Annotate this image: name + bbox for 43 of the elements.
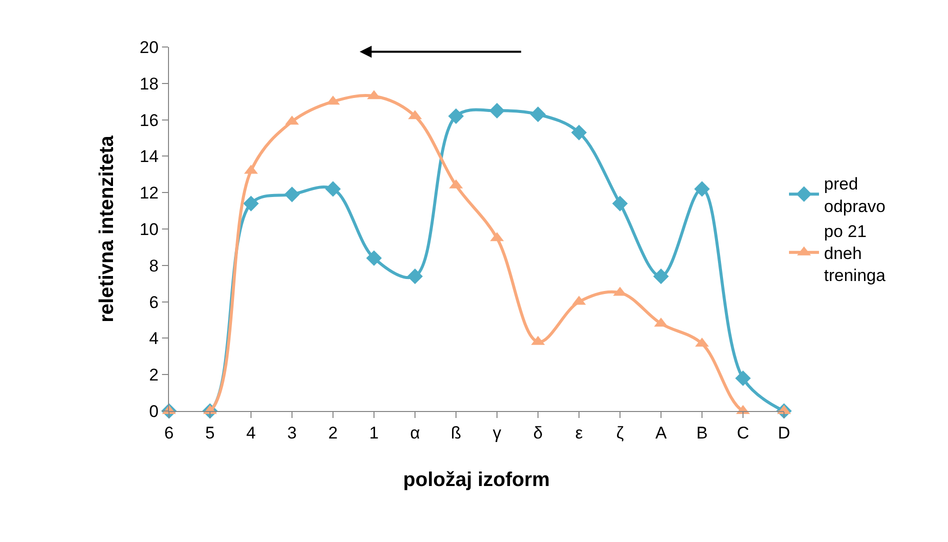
- point: [448, 108, 464, 124]
- y-tick-label: 2: [149, 366, 159, 385]
- x-tick-label: 6: [164, 423, 174, 442]
- point: [243, 196, 259, 212]
- point: [407, 268, 423, 284]
- point: [571, 124, 587, 140]
- point: [284, 186, 300, 202]
- y-tick-label: 18: [140, 74, 159, 94]
- legend-label: po 21 dneh treninga: [824, 222, 886, 286]
- x-tick-label: 1: [369, 423, 379, 442]
- x-tick-label: B: [696, 423, 708, 442]
- x-tick-label: γ: [492, 423, 502, 442]
- y-tick-label: 8: [149, 256, 159, 276]
- y-tick-label: 16: [140, 110, 159, 130]
- y-tick-label: 12: [140, 184, 159, 203]
- point: [735, 370, 751, 386]
- y-tick-label: 14: [140, 147, 159, 166]
- x-tick-label: δ: [533, 423, 543, 442]
- x-tick-label: 3: [287, 423, 297, 442]
- y-tick-label: 6: [149, 292, 159, 312]
- x-axis-title: položaj izoform: [403, 468, 550, 491]
- x-tick-label: ζ: [616, 423, 624, 442]
- y-tick-label: 10: [140, 220, 159, 239]
- point: [366, 250, 382, 266]
- x-tick-label: ß: [450, 423, 462, 442]
- y-axis-title: reletivna intenziteta: [96, 134, 118, 322]
- x-tick-label: 5: [205, 423, 215, 442]
- point: [694, 181, 710, 197]
- point: [325, 181, 341, 197]
- point: [612, 196, 628, 212]
- point: [653, 268, 669, 284]
- x-tick-label: D: [778, 423, 790, 442]
- x-tick-label: ε: [575, 423, 584, 442]
- x-tick-label: 4: [246, 423, 256, 442]
- x-tick-label: C: [736, 423, 750, 442]
- y-tick-label: 20: [140, 38, 159, 57]
- x-tick-label: A: [655, 423, 668, 442]
- y-tick-label: 4: [149, 329, 159, 348]
- point: [530, 106, 546, 122]
- y-tick-label: 0: [149, 402, 159, 421]
- point: [489, 102, 505, 118]
- x-tick-label: 2: [328, 423, 338, 442]
- x-tick-label: α: [410, 423, 420, 442]
